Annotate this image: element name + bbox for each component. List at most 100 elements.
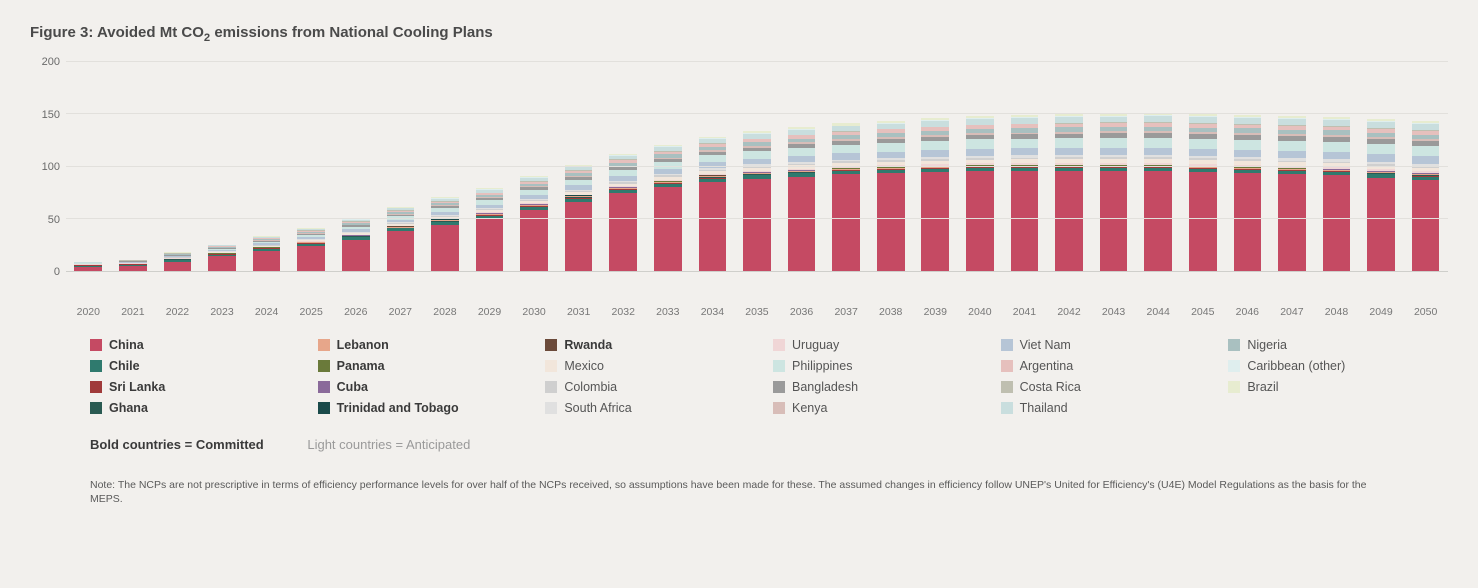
legend-label: Chile [109, 359, 140, 373]
y-tick-label: 100 [42, 161, 60, 173]
x-tick-label: 2026 [333, 306, 378, 318]
bar-2023 [208, 245, 236, 271]
seg-china [832, 174, 860, 271]
bar-2049 [1367, 119, 1395, 271]
bar-2038 [877, 121, 905, 271]
seg-vietnam [1144, 148, 1172, 155]
x-tick-label: 2041 [1002, 306, 1047, 318]
y-tick-label: 50 [48, 214, 60, 226]
seg-china [1412, 180, 1440, 271]
bar-slot [1314, 62, 1359, 271]
bar-2044 [1144, 113, 1172, 271]
x-tick-label: 2025 [289, 306, 334, 318]
x-tick-label: 2035 [735, 306, 780, 318]
bar-2022 [164, 252, 192, 271]
x-tick-label: 2034 [690, 306, 735, 318]
seg-china [1011, 171, 1039, 271]
legend-item-southafrica: South Africa [545, 401, 765, 415]
legend-item-cuba: Cuba [318, 380, 538, 394]
legend-label: China [109, 338, 144, 352]
plot-area [66, 62, 1448, 272]
bar-2046 [1234, 115, 1262, 271]
bar-slot [1091, 62, 1136, 271]
bar-slot [1002, 62, 1047, 271]
legend-swatch [1001, 360, 1013, 372]
legend-item-argentina: Argentina [1001, 359, 1221, 373]
seg-philippines [1278, 141, 1306, 151]
legend-item-colombia: Colombia [545, 380, 765, 394]
legend-item-nigeria: Nigeria [1228, 338, 1448, 352]
bar-slot [1047, 62, 1092, 271]
x-tick-label: 2029 [467, 306, 512, 318]
bar-slot [1270, 62, 1315, 271]
bar-2040 [966, 116, 994, 271]
seg-china [164, 262, 192, 271]
bar-2045 [1189, 114, 1217, 271]
legend-label: Lebanon [337, 338, 389, 352]
legend-label: Uruguay [792, 338, 839, 352]
x-tick-label: 2027 [378, 306, 423, 318]
bar-slot [913, 62, 958, 271]
bar-slot [1359, 62, 1404, 271]
bar-2021 [119, 260, 147, 271]
bar-2030 [520, 176, 548, 271]
bars-container [66, 62, 1448, 271]
x-tick-label: 2037 [824, 306, 869, 318]
legend-label: Kenya [792, 401, 827, 415]
seg-vietnam [1234, 150, 1262, 157]
seg-vietnam [966, 149, 994, 156]
legend-label: Trinidad and Tobago [337, 401, 459, 415]
seg-china [387, 231, 415, 271]
seg-vietnam [1055, 148, 1083, 155]
legend-item-caribbean: Caribbean (other) [1228, 359, 1448, 373]
legend-swatch [1228, 360, 1240, 372]
bar-slot [1225, 62, 1270, 271]
x-tick-label: 2039 [913, 306, 958, 318]
legend-item-thailand: Thailand [1001, 401, 1221, 415]
bar-2032 [609, 154, 637, 271]
seg-china [253, 251, 281, 271]
bar-slot [601, 62, 646, 271]
seg-china [743, 179, 771, 271]
legend-label: Sri Lanka [109, 380, 165, 394]
x-tick-label: 2030 [512, 306, 557, 318]
seg-philippines [877, 143, 905, 152]
bar-slot [289, 62, 334, 271]
bar-2024 [253, 236, 281, 271]
seg-vietnam [1100, 148, 1128, 155]
legend-note: Bold countries = Committed Light countri… [90, 437, 1448, 452]
seg-china [1144, 171, 1172, 271]
x-tick-label: 2038 [868, 306, 913, 318]
seg-philippines [743, 151, 771, 158]
bar-2039 [921, 118, 949, 271]
bar-slot [958, 62, 1003, 271]
grid-line [66, 61, 1448, 62]
legend-item-costarica: Costa Rica [1001, 380, 1221, 394]
bar-2029 [476, 188, 504, 271]
bar-slot [1136, 62, 1181, 271]
bar-2033 [654, 145, 682, 271]
legend-item-rwanda: Rwanda [545, 338, 765, 352]
legend-item-kenya: Kenya [773, 401, 993, 415]
bar-slot [333, 62, 378, 271]
bar-2042 [1055, 114, 1083, 271]
legend-swatch [545, 402, 557, 414]
x-tick-label: 2028 [423, 306, 468, 318]
legend-swatch [90, 381, 102, 393]
x-axis: 2020202120222023202420252026202720282029… [66, 306, 1448, 318]
legend-item-trinidad: Trinidad and Tobago [318, 401, 538, 415]
legend: ChinaLebanonRwandaUruguayViet NamNigeria… [90, 338, 1448, 415]
seg-vietnam [921, 150, 949, 157]
seg-china [788, 177, 816, 272]
x-tick-label: 2020 [66, 306, 111, 318]
x-tick-label: 2046 [1225, 306, 1270, 318]
seg-philippines [1367, 144, 1395, 154]
bar-2048 [1323, 117, 1351, 271]
y-tick-label: 0 [54, 266, 60, 278]
seg-china [1234, 173, 1262, 271]
bar-2034 [699, 137, 727, 271]
seg-china [1189, 172, 1217, 271]
seg-china [966, 171, 994, 271]
bar-slot [735, 62, 780, 271]
seg-vietnam [877, 152, 905, 159]
